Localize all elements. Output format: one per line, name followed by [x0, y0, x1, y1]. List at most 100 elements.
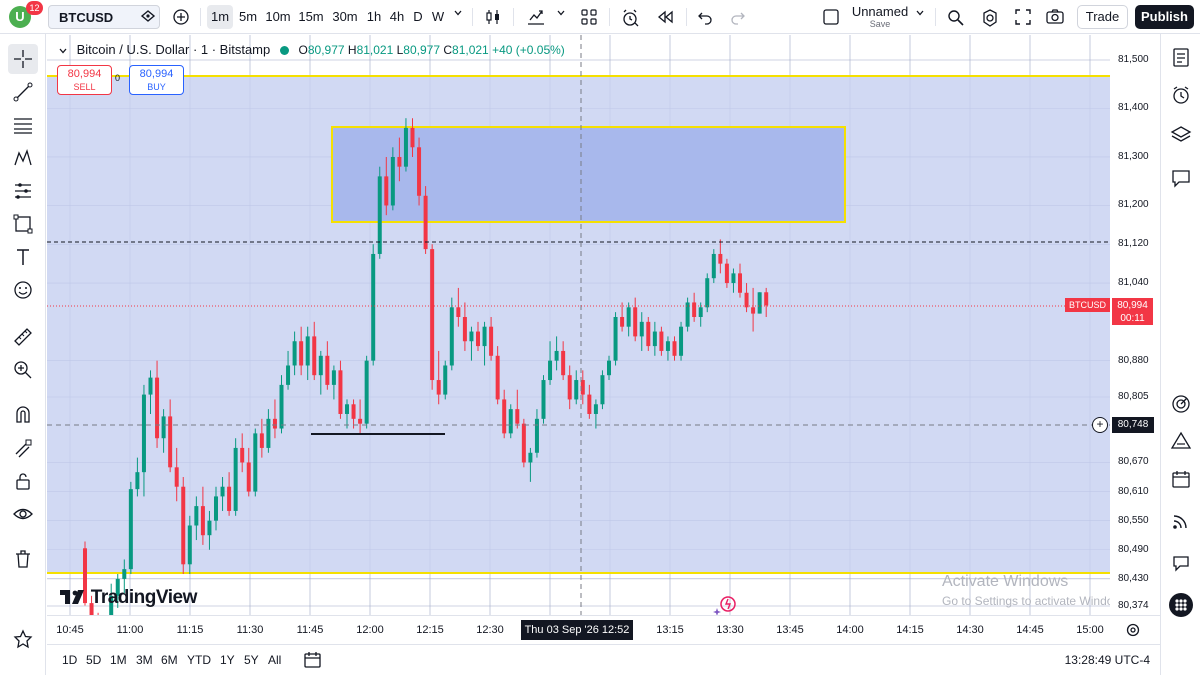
range-1D[interactable]: 1D: [62, 653, 78, 667]
range-5Y[interactable]: 5Y: [244, 653, 259, 667]
collapse-chevron-icon[interactable]: [57, 45, 69, 57]
interval-dropdown-chevron-icon[interactable]: [450, 5, 466, 29]
compare-symbol-icon[interactable]: [169, 5, 193, 29]
tradingview-logo[interactable]: TradingView: [60, 587, 197, 609]
interval-D[interactable]: D: [413, 9, 423, 24]
chat-icon[interactable]: [1166, 163, 1196, 193]
interval-W[interactable]: W: [431, 9, 445, 24]
range-1M[interactable]: 1M: [110, 653, 127, 667]
crosshair-time-label: Thu 03 Sep '26 12:52: [521, 620, 633, 640]
candle-body: [338, 370, 343, 414]
indicators-chevron-icon[interactable]: [553, 5, 569, 29]
redo-icon[interactable]: [726, 5, 750, 29]
range-5D[interactable]: 5D: [86, 653, 102, 667]
signal-icon[interactable]: [1166, 506, 1196, 536]
fib-icon[interactable]: [8, 110, 38, 140]
sell-price: 80,994: [67, 68, 102, 80]
quick-search-icon[interactable]: [943, 5, 969, 29]
candle-body: [403, 127, 408, 167]
interval-4h[interactable]: 4h: [389, 9, 405, 24]
magnet-icon[interactable]: [8, 400, 38, 430]
interval-15m[interactable]: 15m: [298, 9, 324, 24]
interval-1h[interactable]: 1h: [366, 9, 382, 24]
indicators-icon[interactable]: [522, 5, 550, 29]
chart-pane[interactable]: [47, 35, 1110, 615]
candle-body: [724, 263, 729, 284]
help-icon[interactable]: [1166, 547, 1196, 577]
watchlist-icon[interactable]: [1166, 42, 1196, 72]
price-chart[interactable]: [47, 35, 1110, 615]
trade-button[interactable]: Trade: [1077, 5, 1128, 29]
range-3M[interactable]: 3M: [136, 653, 153, 667]
camera-snapshot-icon[interactable]: [1042, 5, 1068, 29]
range-YTD[interactable]: YTD: [187, 653, 211, 667]
candle-body: [476, 331, 480, 347]
trash-icon[interactable]: [8, 544, 38, 574]
ai-sparkle-icon[interactable]: [712, 594, 738, 621]
candle-body: [633, 307, 638, 337]
user-avatar[interactable]: U: [9, 6, 31, 28]
apps-icon[interactable]: [1166, 588, 1196, 618]
fullscreen-icon[interactable]: [1010, 5, 1036, 29]
crosshair-icon[interactable]: [8, 44, 38, 74]
candle-body: [502, 399, 507, 434]
legend-title[interactable]: Bitcoin / U.S. Dollar · 1 · Bitstamp: [76, 42, 271, 57]
undo-icon[interactable]: [693, 5, 717, 29]
time-tick-label: 11:15: [176, 624, 204, 636]
settings-gear-icon[interactable]: [977, 5, 1003, 29]
candle-body: [580, 380, 585, 395]
forecast-icon[interactable]: [8, 176, 38, 206]
buy-button[interactable]: 80,994 BUY: [129, 65, 184, 95]
calendar-icon[interactable]: [1166, 464, 1196, 494]
ruler-icon[interactable]: [8, 322, 38, 352]
layout-chevron-icon[interactable]: [912, 5, 928, 29]
symbol-search[interactable]: BTCUSD: [48, 5, 160, 29]
layers-icon[interactable]: [1166, 120, 1196, 150]
trend-line-icon[interactable]: [8, 77, 38, 107]
replay-icon[interactable]: [652, 5, 678, 29]
star-icon[interactable]: [8, 624, 38, 654]
open-label: O: [298, 43, 308, 57]
go-to-date-calendar-icon[interactable]: [303, 650, 323, 675]
pattern-icon[interactable]: [8, 143, 38, 173]
range-1Y[interactable]: 1Y: [220, 653, 235, 667]
candle-body: [665, 341, 670, 351]
interval-10m[interactable]: 10m: [265, 9, 291, 24]
candle-body: [534, 418, 539, 453]
target-icon[interactable]: [1166, 389, 1196, 419]
candles-chart-type-icon[interactable]: [481, 5, 505, 29]
chart-settings-gear-icon[interactable]: [1125, 622, 1141, 643]
eye-icon[interactable]: [8, 499, 38, 529]
range-All[interactable]: All: [268, 653, 282, 667]
candle-body: [318, 355, 323, 376]
interval-5m[interactable]: 5m: [238, 9, 258, 24]
interval-30m[interactable]: 30m: [332, 9, 358, 24]
price-scale[interactable]: 81,500 81,400 81,300 81,200 81,120 81,040 80,8…: [1110, 35, 1160, 615]
time-scale[interactable]: 15:00 14:45 14:30 14:15 14:00 13:45 13:30 13:15…: [47, 615, 1160, 643]
time-tick-label: 14:00: [836, 624, 864, 636]
layout-name[interactable]: Unnamed Save: [845, 5, 915, 30]
layout-grid-icon[interactable]: [577, 5, 601, 29]
rectangle-icon[interactable]: [8, 209, 38, 239]
time-tick-label: 12:00: [356, 624, 384, 636]
interval-1m[interactable]: 1m: [207, 5, 233, 29]
alarm-icon[interactable]: [1166, 80, 1196, 110]
time-tick-label: 13:30: [716, 624, 744, 636]
range-6M[interactable]: 6M: [161, 653, 178, 667]
candle-body: [508, 409, 513, 434]
unlock-icon[interactable]: [8, 466, 38, 496]
sell-button[interactable]: 80,994 SELL: [57, 65, 112, 95]
emoji-icon[interactable]: [8, 275, 38, 305]
lock-drawing-icon[interactable]: [8, 433, 38, 463]
text-icon[interactable]: [8, 242, 38, 272]
publish-button[interactable]: Publish: [1135, 5, 1194, 29]
zoom-in-icon[interactable]: [8, 355, 38, 385]
symbol-flag-icon[interactable]: [137, 5, 159, 29]
layout-checkbox-icon[interactable]: [820, 5, 842, 29]
time-tick-label: 11:30: [236, 624, 264, 636]
candle-body: [83, 548, 87, 604]
clock-timezone[interactable]: 13:28:49 UTC-4: [1064, 653, 1150, 667]
triangle-icon[interactable]: [1166, 426, 1196, 456]
add-alert-plus-icon[interactable]: +: [1092, 417, 1108, 433]
alert-icon[interactable]: [617, 5, 643, 29]
